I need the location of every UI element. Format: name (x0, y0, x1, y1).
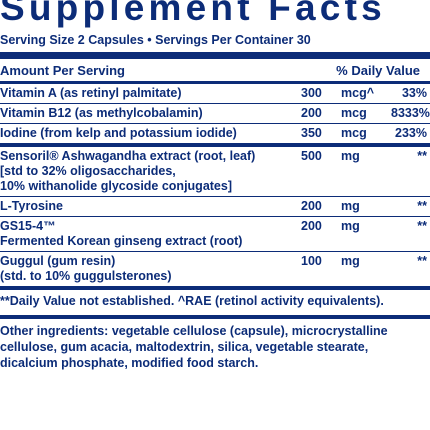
nutrient-unit: mcg (341, 126, 367, 140)
ingredient-dv: ** (417, 219, 427, 233)
ingredient-dv: ** (417, 199, 427, 213)
amount-per-serving-label: Amount Per Serving (0, 62, 125, 78)
other-ingredients-label: Other ingredients: (0, 324, 109, 338)
nutrient-name: Vitamin A (as retinyl palmitate) (0, 86, 182, 100)
ingredient-amount: 500 (301, 149, 322, 163)
daily-value-label: % Daily Value (336, 62, 420, 78)
nutrient-row: Vitamin A (as retinyl palmitate) 300 mcg… (0, 84, 430, 104)
ingredient-amount: 100 (301, 254, 322, 268)
column-header: Amount Per Serving % Daily Value (0, 59, 430, 84)
nutrient-amount: 200 (301, 106, 322, 120)
ingredient-row: GS15-4™ Fermented Korean ginseng extract… (0, 217, 430, 252)
nutrient-dv: 33% (401, 86, 427, 100)
panel-title: Supplement Facts (0, 0, 386, 28)
nutrient-name: Vitamin B12 (as methylcobalamin) (0, 106, 203, 120)
serving-info: Serving Size 2 Capsules • Servings Per C… (0, 32, 430, 59)
other-ingredients: Other ingredients: vegetable cellulose (… (0, 319, 430, 371)
ingredient-unit: mg (341, 199, 360, 213)
ingredient-row: Sensoril® Ashwagandha extract (root, lea… (0, 147, 430, 197)
nutrient-name: Iodine (from kelp and potassium iodide) (0, 126, 237, 140)
nutrient-unit: mcg (341, 106, 367, 120)
nutrient-row: Iodine (from kelp and potassium iodide) … (0, 124, 430, 147)
ingredient-unit: mg (341, 219, 360, 233)
nutrient-amount: 350 (301, 126, 322, 140)
other-ingredients-line-1: vegetable cellulose (capsule), microcrys… (108, 324, 388, 338)
nutrient-unit: mcg^ (341, 86, 375, 100)
supplement-facts-panel: Supplement Facts Serving Size 2 Capsules… (0, 0, 430, 371)
other-ingredients-line-2: cellulose, gum acacia, maltodextrin, sil… (0, 340, 369, 354)
ingredient-row: L-Tyrosine 200 mg ** (0, 197, 430, 217)
daily-value-note: **Daily Value not established. ^RAE (ret… (0, 290, 430, 319)
ingredient-row: Guggul (gum resin) (std. to 10% guggulst… (0, 252, 430, 290)
nutrient-dv: 233% (395, 126, 427, 140)
ingredient-name: L-Tyrosine (0, 199, 63, 213)
ingredient-unit: mg (341, 254, 360, 268)
ingredient-name: Guggul (gum resin) (std. to 10% guggulst… (0, 254, 172, 283)
nutrient-dv: 8333% (391, 106, 430, 120)
ingredient-name: Sensoril® Ashwagandha extract (root, lea… (0, 149, 256, 193)
ingredient-unit: mg (341, 149, 360, 163)
ingredient-name: GS15-4™ Fermented Korean ginseng extract… (0, 219, 243, 248)
ingredient-amount: 200 (301, 199, 322, 213)
ingredient-dv: ** (417, 254, 427, 268)
nutrient-row: Vitamin B12 (as methylcobalamin) 200 mcg… (0, 104, 430, 124)
other-ingredients-line-3: dicalcium phosphate, modified food starc… (0, 356, 259, 370)
ingredient-dv: ** (417, 149, 427, 163)
nutrient-amount: 300 (301, 86, 322, 100)
ingredient-amount: 200 (301, 219, 322, 233)
